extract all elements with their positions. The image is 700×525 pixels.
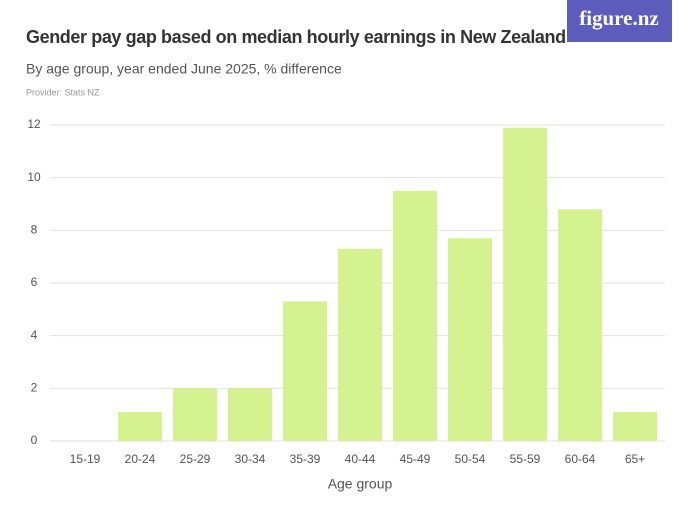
bar (283, 301, 327, 441)
x-axis-label: Age group (328, 476, 393, 492)
x-tick-label: 45-49 (400, 452, 431, 466)
y-tick-label: 0 (31, 433, 38, 447)
y-tick-label: 2 (31, 381, 38, 395)
bar (338, 248, 382, 441)
x-tick-label: 65+ (625, 452, 645, 466)
bar (503, 127, 547, 441)
chart-subtitle: By age group, year ended June 2025, % di… (26, 61, 342, 77)
bar (228, 388, 272, 441)
bar (613, 412, 657, 441)
x-tick-label: 50-54 (455, 452, 486, 466)
y-tick-label: 4 (31, 328, 38, 342)
x-tick-label: 40-44 (345, 452, 376, 466)
x-tick-label: 25-29 (180, 452, 211, 466)
chart-title: Gender pay gap based on median hourly ea… (26, 27, 566, 47)
x-tick-label: 20-24 (125, 452, 156, 466)
bar (558, 209, 602, 441)
y-tick-label: 6 (31, 275, 38, 289)
x-tick-label: 15-19 (70, 452, 101, 466)
x-tick-label: 30-34 (235, 452, 266, 466)
y-tick-label: 8 (31, 223, 38, 237)
bar (448, 238, 492, 441)
logo: figure.nz (579, 6, 659, 30)
provider: Provider: Stats NZ (26, 87, 100, 97)
x-tick-label: 60-64 (565, 452, 596, 466)
bar (118, 412, 162, 441)
bar (393, 190, 437, 441)
y-tick-label: 10 (27, 170, 41, 184)
logo-box (567, 0, 672, 42)
y-tick-label: 12 (27, 117, 41, 131)
x-tick-label: 35-39 (290, 452, 321, 466)
x-tick-label: 55-59 (510, 452, 541, 466)
bar (173, 388, 217, 441)
